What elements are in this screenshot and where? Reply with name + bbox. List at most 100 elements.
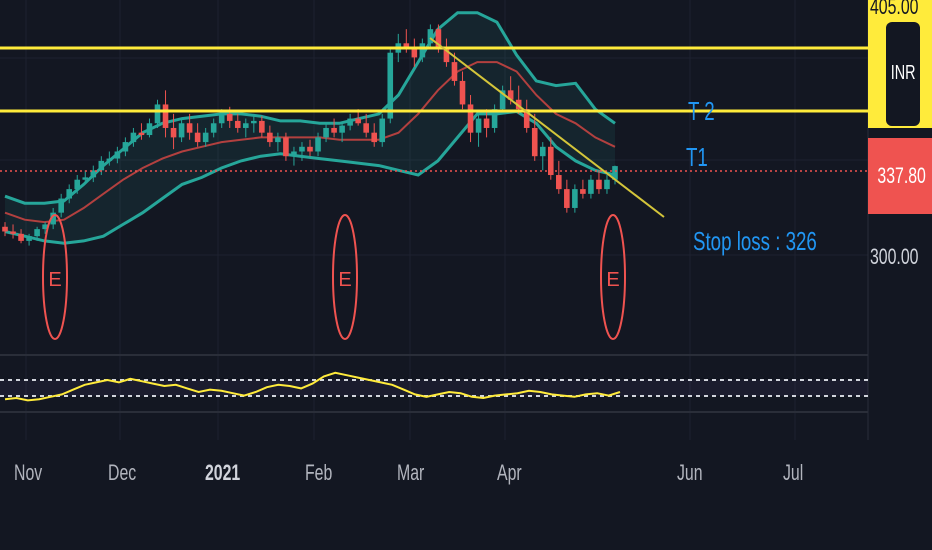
candle-body-2: [18, 233, 24, 241]
candle-body-13: [106, 158, 113, 161]
candle-body-48: [387, 52, 394, 119]
candle-body-24: [194, 132, 201, 143]
candle-body-5: [42, 224, 48, 230]
earnings-marker-letter-2: E: [606, 269, 619, 291]
earnings-marker-0: [42, 214, 68, 340]
y-tick-405: 405.00: [870, 0, 919, 19]
candle-body-74: [596, 179, 602, 190]
candle-body-45: [363, 123, 369, 133]
earnings-marker-1: [332, 214, 358, 340]
candle-body-68: [547, 146, 554, 176]
candle-body-26: [210, 123, 217, 133]
candle-body-27: [218, 113, 225, 124]
x-tick-nov: Nov: [14, 460, 43, 485]
candle-body-67: [539, 146, 546, 157]
candle-body-56: [451, 62, 458, 81]
candle-body-52: [419, 43, 426, 58]
candle-body-71: [572, 189, 578, 208]
candle-body-23: [186, 123, 193, 133]
trendline: [429, 37, 665, 218]
candle-body-14: [114, 151, 121, 159]
candle-body-16: [130, 132, 137, 143]
candle-body-7: [58, 198, 64, 213]
candle-body-32: [259, 120, 265, 133]
x-tick-feb: Feb: [305, 460, 333, 485]
currency-badge: INR: [886, 22, 920, 126]
earnings-marker-2: [600, 214, 626, 340]
candle-body-36: [291, 151, 297, 157]
target-1-label: T1: [686, 142, 708, 172]
y-tick-300: 300.00: [870, 244, 919, 269]
bollinger-band-fill: [5, 12, 615, 244]
candle-body-76: [612, 166, 618, 180]
candle-body-18: [146, 123, 153, 136]
candle-body-64: [515, 99, 522, 110]
bb-basis-line: [4, 61, 616, 224]
candle-body-20: [162, 104, 169, 128]
candle-body-59: [475, 118, 482, 133]
earnings-marker-letter-0: E: [48, 269, 61, 291]
candle-body-0: [2, 226, 8, 232]
stop-loss-label: Stop loss : 326: [693, 226, 817, 256]
candles: [2, 24, 618, 246]
x-tick-jul: Jul: [783, 460, 804, 485]
candle-body-41: [331, 127, 337, 133]
candle-body-15: [122, 142, 129, 152]
x-tick-dec: Dec: [108, 460, 137, 485]
candle-body-31: [251, 120, 257, 124]
candle-body-22: [178, 123, 185, 138]
candle-body-60: [483, 118, 490, 128]
rsi-band-fill: [0, 380, 868, 396]
x-tick-mar: Mar: [397, 460, 425, 485]
downtrend-line: [429, 37, 665, 218]
band-area: [5, 12, 615, 244]
candle-body-34: [275, 137, 281, 143]
last-price-tag: 337.80: [868, 138, 932, 214]
earnings-marker-letter-1: E: [338, 269, 351, 291]
candle-body-73: [588, 179, 594, 194]
candle-body-6: [50, 212, 56, 225]
candle-body-11: [90, 170, 97, 178]
target-2-label: T 2: [688, 96, 715, 126]
candle-body-37: [299, 146, 305, 152]
candle-body-8: [66, 189, 73, 199]
bb-upper-line: [4, 11, 616, 205]
x-tick-jun: Jun: [677, 460, 703, 485]
candle-body-25: [202, 132, 209, 143]
candle-body-30: [242, 123, 249, 128]
candle-body-50: [403, 43, 410, 48]
last-price-value: 337.80: [877, 163, 926, 188]
candle-body-1: [10, 231, 16, 234]
candle-body-42: [339, 125, 345, 133]
candle-body-43: [347, 118, 353, 126]
candle-body-72: [580, 189, 586, 194]
x-tick-apr: Apr: [497, 460, 522, 485]
candle-body-3: [26, 236, 32, 241]
candle-body-53: [427, 29, 434, 44]
candle-body-65: [523, 109, 530, 128]
candle-body-46: [371, 132, 378, 143]
candle-body-75: [604, 179, 610, 190]
candle-body-40: [323, 127, 329, 138]
candle-body-47: [379, 118, 386, 143]
candle-body-70: [564, 189, 570, 208]
candle-body-28: [226, 113, 233, 121]
rsi-line: [4, 371, 621, 402]
candle-body-35: [283, 137, 289, 157]
candle-body-54: [435, 29, 442, 48]
candle-body-57: [459, 80, 466, 105]
candle-body-10: [82, 177, 89, 180]
candle-body-29: [234, 120, 241, 128]
candle-body-62: [499, 90, 506, 110]
candle-body-21: [170, 127, 177, 138]
candle-body-33: [267, 132, 273, 143]
candle-body-58: [467, 104, 474, 133]
level-lines: [0, 46, 868, 172]
grid: [0, 0, 869, 440]
candle-body-55: [443, 47, 450, 63]
rsi-panel: [0, 371, 868, 402]
candle-body-4: [34, 229, 40, 237]
candle-body-12: [98, 160, 105, 171]
